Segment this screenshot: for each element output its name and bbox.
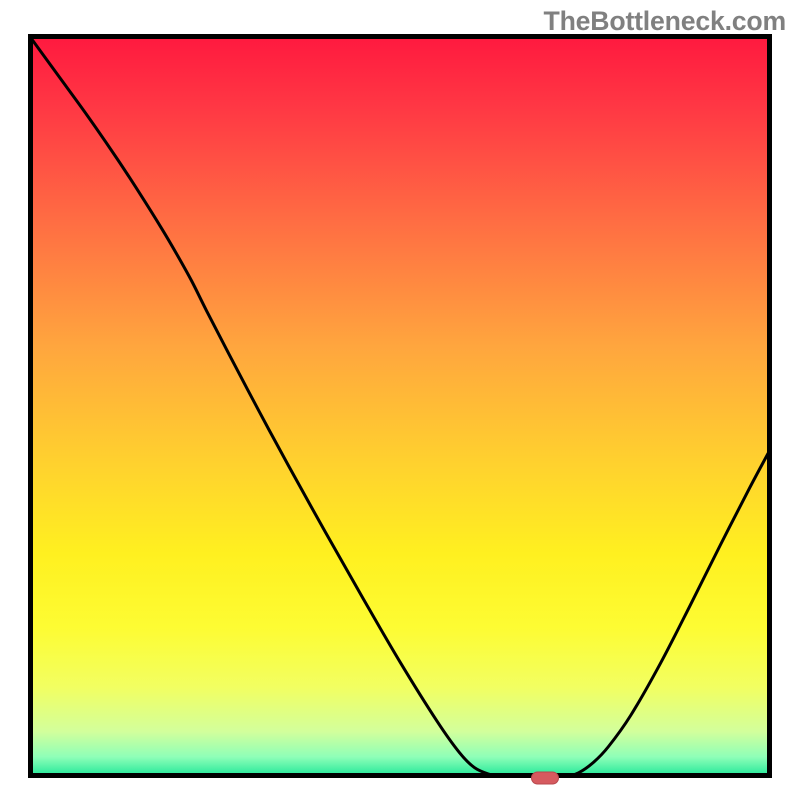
chart-container: { "branding": { "watermark": "TheBottlen… <box>0 0 800 800</box>
watermark-text: TheBottleneck.com <box>544 6 786 37</box>
chart-svg <box>0 0 800 800</box>
optimal-point-marker <box>531 772 559 785</box>
